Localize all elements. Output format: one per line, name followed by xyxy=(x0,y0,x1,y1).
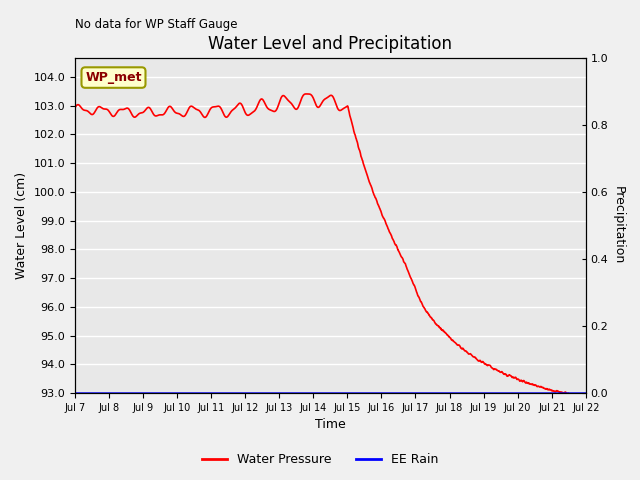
Y-axis label: Water Level (cm): Water Level (cm) xyxy=(15,172,28,279)
Title: Water Level and Precipitation: Water Level and Precipitation xyxy=(209,35,452,53)
X-axis label: Time: Time xyxy=(315,419,346,432)
Legend: Water Pressure, EE Rain: Water Pressure, EE Rain xyxy=(196,448,444,471)
Y-axis label: Precipitation: Precipitation xyxy=(612,186,625,264)
Text: No data for WP Staff Gauge: No data for WP Staff Gauge xyxy=(75,18,237,31)
Text: WP_met: WP_met xyxy=(85,71,141,84)
